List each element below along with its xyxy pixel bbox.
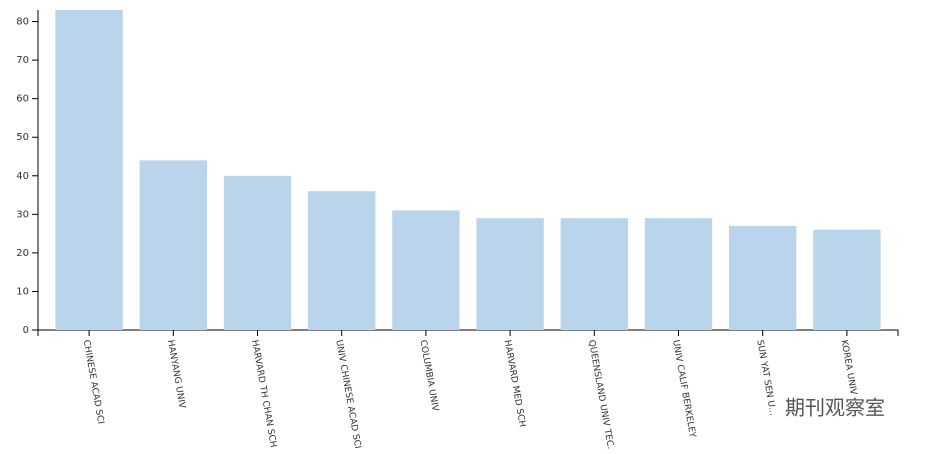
y-tick-label: 50 [16,132,29,143]
y-tick-label: 20 [16,248,29,259]
x-tick-label: UNIV CALIF BERKELEY [670,339,697,439]
x-tick-label: KOREA UNIV [838,339,858,396]
x-tick-label: HANYANG UNIV [165,339,187,410]
bar [476,218,544,330]
x-tick-label: SUN YAT SEN U... [754,339,777,416]
bar [223,175,292,330]
bar [560,218,628,330]
y-tick-label: 10 [16,286,29,297]
x-tick-label: HARVARD TH CHAN SCH ... [249,339,280,450]
bar [392,210,460,330]
x-tick-label: HARVARD MED SCH [502,339,527,428]
y-tick-label: 0 [23,325,29,336]
y-tick-label: 60 [16,94,29,105]
y-tick-label: 30 [16,209,29,220]
x-tick-label: UNIV CHINESE ACAD SCI [333,339,362,449]
y-tick-label: 70 [16,55,29,66]
x-tick-label: COLUMBIA UNIV [417,339,440,413]
watermark: 期刊观察室 [785,396,885,420]
x-tick-label: QUEENSLAND UNIV TEC... [586,339,616,450]
bar [55,10,123,330]
y-tick-label: 40 [16,171,29,182]
x-tick-label: CHINESE ACAD SCI [81,339,106,425]
bar [813,229,881,330]
bar [644,218,713,330]
y-tick-label: 80 [16,17,29,28]
bar [308,191,376,330]
bar [139,160,207,330]
bar [729,225,797,330]
